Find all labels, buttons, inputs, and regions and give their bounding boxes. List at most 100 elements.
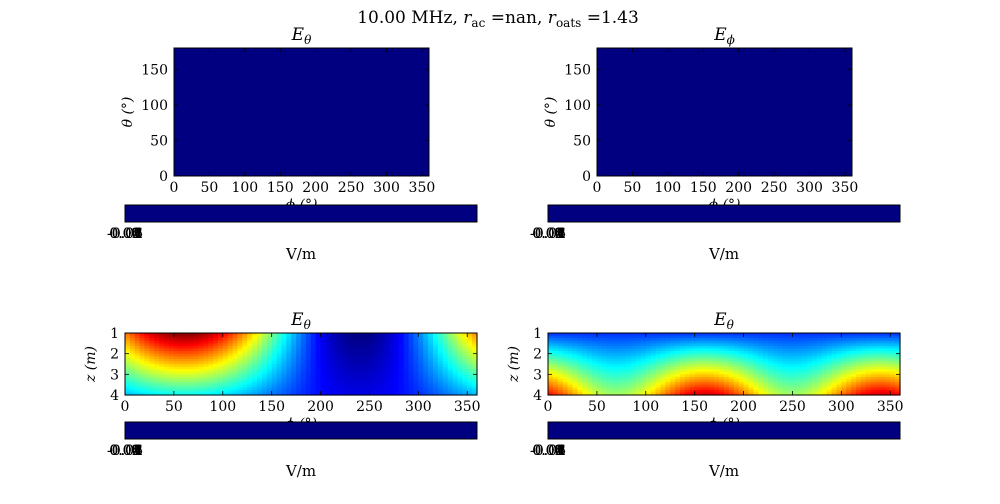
heatmap-cell: [247, 351, 253, 355]
heatmap-cell: [802, 384, 808, 388]
heatmap-cell: [359, 361, 366, 365]
heatmap-cell: [577, 376, 583, 381]
heatmap-cell: [291, 351, 297, 355]
heatmap-cell: [452, 376, 459, 381]
heatmap-cell: [816, 389, 823, 394]
heatmap-fill: [597, 48, 852, 176]
heatmap-cell: [320, 333, 327, 337]
heatmap-cell: [616, 335, 622, 339]
heatmap-cell: [826, 348, 833, 352]
heatmap-cell: [890, 392, 896, 396]
heatmap-cell: [763, 379, 769, 383]
heatmap-cell: [296, 376, 302, 381]
heatmap-cell: [860, 389, 867, 394]
heatmap-cell: [797, 351, 803, 355]
heatmap-cell: [261, 345, 268, 350]
heatmap-cell: [354, 366, 361, 370]
heatmap-cell: [144, 382, 151, 386]
heatmap-cell: [154, 333, 160, 337]
heatmap-cell: [335, 333, 341, 337]
heatmap-cell: [665, 345, 671, 350]
heatmap-cell: [433, 340, 439, 344]
heatmap-cell: [418, 361, 424, 365]
heatmap-cell: [777, 333, 784, 337]
heatmap-cell: [792, 369, 798, 373]
heatmap-cell: [645, 348, 652, 352]
heatmap-cell: [301, 348, 307, 352]
heatmap-cell: [315, 379, 322, 383]
heatmap-cell: [802, 353, 808, 357]
heatmap-cell: [880, 376, 886, 381]
heatmap-cell: [582, 382, 588, 386]
heatmap-cell: [841, 358, 847, 363]
subplot-title: Eθ: [291, 25, 312, 47]
heatmap-cell: [213, 340, 219, 344]
heatmap-cell: [572, 384, 578, 388]
heatmap-cell: [694, 392, 701, 396]
heatmap-cell: [305, 366, 312, 370]
heatmap-cell: [743, 356, 750, 360]
heatmap-cell: [626, 382, 632, 386]
heatmap-cell: [261, 371, 268, 375]
colorbar: -0.06-0.04-0.020.000.020.040.06V/m: [530, 204, 901, 263]
heatmap-cell: [232, 389, 239, 394]
heatmap-cell: [159, 345, 165, 350]
heatmap-cell: [587, 345, 593, 350]
heatmap-cell: [870, 335, 877, 339]
heatmap-cell: [870, 358, 877, 363]
heatmap-cell: [335, 343, 341, 347]
heatmap-cell: [149, 356, 155, 360]
heatmap-cell: [296, 333, 302, 337]
heatmap-cell: [895, 356, 901, 360]
heatmap-cell: [562, 358, 569, 363]
heatmap-cell: [777, 392, 784, 396]
heatmap-cell: [227, 340, 234, 344]
heatmap-cell: [802, 348, 808, 352]
heatmap-cell: [753, 348, 759, 352]
x-tick-label: 350: [832, 180, 859, 196]
heatmap-cell: [870, 361, 877, 365]
heatmap-cell: [144, 387, 151, 391]
heatmap-cell: [621, 371, 627, 375]
heatmap-cell: [841, 366, 847, 370]
heatmap-cell: [865, 351, 872, 355]
heatmap-cell: [242, 379, 248, 383]
heatmap-cell: [831, 351, 838, 355]
heatmap-cell: [472, 382, 478, 386]
heatmap-cell: [345, 358, 351, 363]
heatmap-cell: [472, 333, 478, 337]
heatmap-cell: [684, 366, 691, 370]
heatmap-cell: [714, 335, 720, 339]
heatmap-cell: [782, 374, 789, 378]
heatmap-cell: [782, 345, 789, 350]
heatmap-cell: [572, 348, 578, 352]
heatmap-cell: [562, 364, 569, 368]
heatmap-cell: [266, 358, 273, 363]
heatmap-cell: [601, 343, 608, 347]
heatmap-cell: [675, 389, 681, 394]
heatmap-cell: [631, 351, 637, 355]
heatmap-cell: [626, 333, 632, 337]
colorbar-tick-label: 0.00: [109, 226, 140, 242]
heatmap-cell: [606, 364, 613, 368]
heatmap-cell: [728, 387, 735, 391]
heatmap-cell: [305, 353, 312, 357]
heatmap-cell: [125, 371, 131, 375]
heatmap-cell: [797, 369, 803, 373]
y-tick-label: 100: [564, 98, 591, 114]
heatmap-cell: [557, 351, 564, 355]
heatmap-cell: [596, 356, 603, 360]
heatmap-cell: [592, 376, 598, 381]
heatmap-cell: [816, 384, 823, 388]
heatmap-cell: [875, 379, 882, 383]
heatmap-cell: [714, 371, 720, 375]
heatmap-cell: [606, 343, 613, 347]
heatmap-cell: [572, 338, 578, 342]
heatmap-cell: [684, 376, 691, 381]
heatmap-cell: [217, 358, 224, 363]
heatmap-cell: [875, 356, 882, 360]
heatmap-cell: [870, 348, 877, 352]
heatmap-cell: [325, 369, 331, 373]
heatmap-cell: [787, 364, 794, 368]
heatmap-cell: [826, 389, 833, 394]
